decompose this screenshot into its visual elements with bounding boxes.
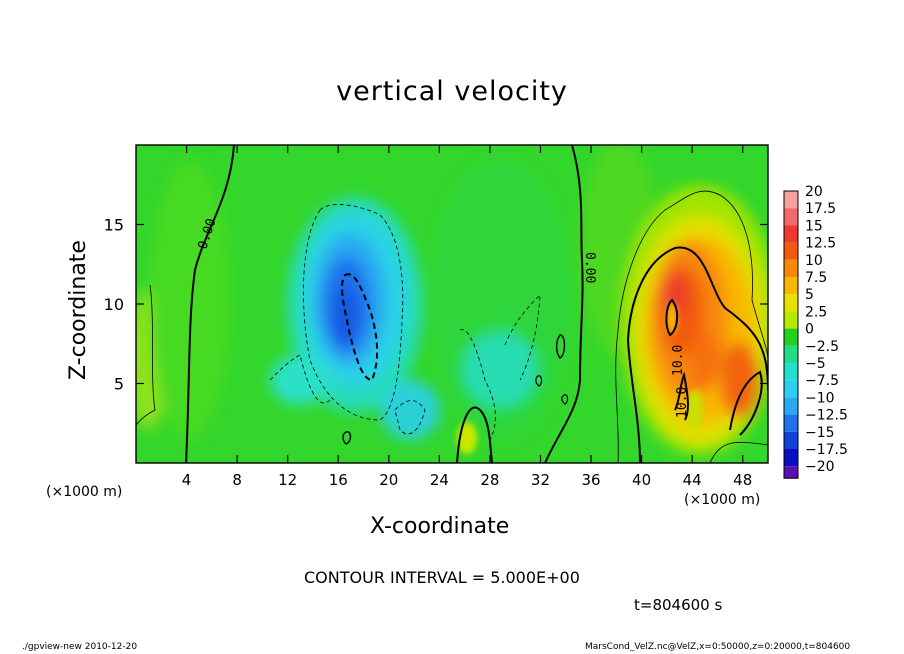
y-axis-label: Z-coordinate xyxy=(66,240,91,380)
colorbar-label: −17.5 xyxy=(805,442,848,458)
x-unit-label: (×1000 m) xyxy=(46,484,123,500)
x-tick-label: 4 xyxy=(182,471,192,489)
x-tick-label: 44 xyxy=(683,471,702,489)
x-unit-label: (×1000 m) xyxy=(684,492,761,508)
colorbar-swatch xyxy=(784,380,798,398)
colorbar-label: −5 xyxy=(805,356,826,372)
x-tick-label: 28 xyxy=(480,471,499,489)
contour-label: 10.0 xyxy=(671,345,686,376)
colorbar-label: 2.5 xyxy=(805,304,827,320)
x-tick-label: 36 xyxy=(581,471,600,489)
x-axis-label: X-coordinate xyxy=(370,514,510,539)
colorbar-label: 17.5 xyxy=(805,201,836,217)
colorbar-swatch xyxy=(784,225,798,243)
x-tick-label: 40 xyxy=(632,471,651,489)
chart-title: vertical velocity xyxy=(336,76,568,107)
colorbar-swatch xyxy=(784,431,798,449)
colorbar-swatch xyxy=(784,345,798,363)
colorbar-label: 10 xyxy=(805,253,823,269)
colorbar-swatch xyxy=(784,449,798,467)
contour-interval-label: CONTOUR INTERVAL = 5.000E+00 xyxy=(304,568,580,587)
colorbar-swatch xyxy=(784,363,798,381)
contour-label: 10.0 xyxy=(675,387,690,418)
colorbar-swatch xyxy=(784,191,798,209)
colorbar-label: −12.5 xyxy=(805,408,848,424)
footer-left: ./gpview-new 2010-12-20 xyxy=(22,642,138,652)
time-label: t=804600 s xyxy=(634,596,723,614)
x-tick-label: 20 xyxy=(379,471,398,489)
colorbar-label: 20 xyxy=(805,184,823,200)
colorbar-swatch xyxy=(784,414,798,432)
colorbar-label: 15 xyxy=(805,218,823,234)
colorbar-label: −20 xyxy=(805,459,835,475)
colorbar-label: −2.5 xyxy=(805,339,839,355)
colorbar-swatch xyxy=(784,397,798,415)
x-tick-label: 16 xyxy=(329,471,348,489)
y-tick-label: 5 xyxy=(114,375,124,394)
colorbar-swatch xyxy=(784,277,798,295)
y-tick-label: 10 xyxy=(104,295,124,314)
colorbar-label: 12.5 xyxy=(805,236,836,252)
colorbar-label: −7.5 xyxy=(805,373,839,389)
colorbar-label: −10 xyxy=(805,390,835,406)
velocity-field: 0.00 0.00 10.0 10.0 xyxy=(136,145,768,463)
colorbar-swatch xyxy=(784,242,798,260)
footer-right: MarsCond_VelZ.nc@VelZ,x=0:50000,z=0:2000… xyxy=(585,642,851,652)
x-tick-label: 32 xyxy=(531,471,550,489)
y-tick-label: 15 xyxy=(104,216,124,235)
colorbar-swatch xyxy=(784,466,798,479)
colorbar-swatch xyxy=(784,311,798,329)
x-tick-label: 8 xyxy=(232,471,242,489)
x-tick-label: 12 xyxy=(278,471,297,489)
x-tick-label: 24 xyxy=(430,471,449,489)
colorbar-frame xyxy=(783,190,799,479)
colorbar-swatch xyxy=(784,259,798,277)
colorbar-label: 7.5 xyxy=(805,270,827,286)
colorbar-swatch xyxy=(784,294,798,312)
colorbar-swatch xyxy=(784,328,798,346)
x-tick-label: 48 xyxy=(733,471,752,489)
colorbar-swatch xyxy=(784,208,798,226)
contour-label: 0.00 xyxy=(582,252,597,283)
colorbar-label: 5 xyxy=(805,287,814,303)
colorbar-label: −15 xyxy=(805,425,835,441)
colorbar-label: 0 xyxy=(805,322,814,338)
